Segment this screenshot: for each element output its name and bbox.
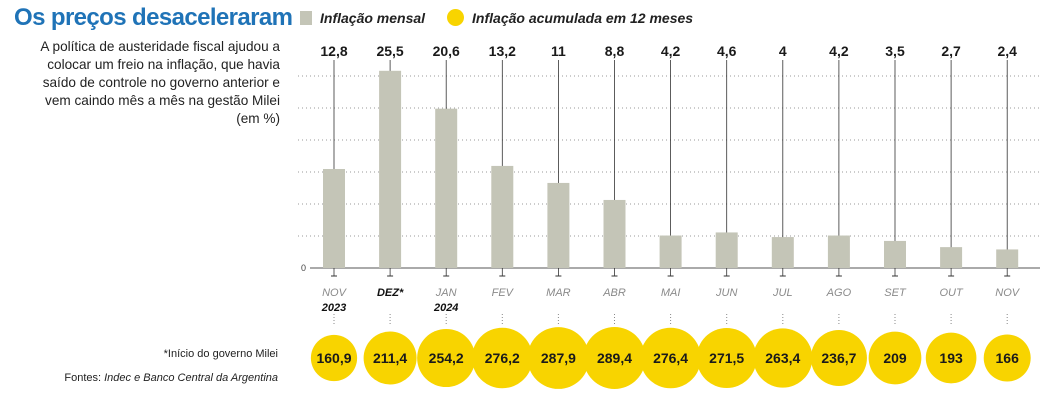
bubble-value-label: 236,7 [821,350,856,366]
legend-label-monthly: Inflação mensal [320,9,426,26]
source-prefix: Fontes: [64,372,105,384]
legend-swatch-bubble [447,9,465,26]
chart-title: Os preços desaceleraram [14,4,293,31]
legend-item-annual: Inflação acumulada em 12 meses [447,9,693,26]
month-label: NOV [322,287,348,299]
bar-value-label: 4,6 [717,43,737,59]
bar-monthly [884,240,906,268]
bubble-annual [696,327,757,389]
footnote: *Início do governo Milei [163,348,278,360]
bar-monthly [771,237,794,268]
chart-subtitle: A política de austeridade fiscal ajudou … [40,39,280,126]
bar-monthly [491,165,514,268]
bar-value-label: 2,7 [941,43,961,59]
bubble-value-label: 276,2 [485,350,520,366]
bubble-annual [417,328,476,388]
bar-value-label: 3,5 [885,43,905,59]
month-label: OUT [939,287,964,299]
bar-value-label: 12,8 [320,43,347,59]
month-label: AGO [826,287,852,299]
year-label: 2023 [321,302,346,314]
source-note: Fontes: Indec e Banco Central da Argenti… [64,372,278,384]
month-label: MAR [546,287,571,299]
bar-monthly [940,247,963,268]
bar-value-label: 4,2 [829,43,849,59]
bubble-value-label: 263,4 [765,350,800,366]
legend: Inflação mensal Inflação acumulada em 12… [300,9,715,26]
bubble-annual [472,327,533,389]
bubble-annual [363,331,417,385]
year-label: 2024 [433,302,458,314]
legend-item-monthly: Inflação mensal [300,10,425,26]
bubble-annual [310,334,358,382]
bubble-value-label: 193 [939,350,963,366]
bar-monthly [996,249,1019,268]
month-label: JAN [435,287,457,299]
bar-monthly [435,108,458,269]
bar-value-label: 13,2 [489,43,516,59]
bubble-annual [925,332,977,384]
bubble-value-label: 160,9 [316,350,351,366]
legend-swatch-bar [300,10,312,25]
bubble-annual [983,334,1031,382]
bar-value-label: 20,6 [433,43,460,59]
month-label: JUL [772,287,793,299]
bar-monthly [827,235,850,268]
bar-value-label: 4,2 [661,43,681,59]
month-label: DEZ* [377,287,404,299]
bar-monthly [547,182,570,268]
bubble-annual [583,327,646,389]
bar-value-label: 4 [779,43,787,59]
bar-monthly [379,70,402,268]
month-label: FEV [492,287,515,299]
bar-value-label: 11 [551,43,566,59]
bubble-value-label: 254,2 [429,350,464,366]
month-label: JUN [715,287,737,299]
bubble-value-label: 211,4 [373,350,407,366]
bubble-value-label: 276,4 [653,350,688,366]
bubble-value-label: 289,4 [597,350,632,366]
bubble-annual [753,328,813,388]
y-axis-zero-label: 0 [301,263,306,273]
legend-label-annual: Inflação acumulada em 12 meses [472,9,694,26]
bar-monthly [715,232,738,268]
bubble-value-label: 271,5 [709,350,744,366]
bubble-value-label: 209 [883,350,907,366]
bar-value-label: 25,5 [376,43,403,59]
bar-monthly [659,235,682,268]
bar-monthly [603,199,626,268]
month-label: SET [884,287,907,299]
bubble-annual [810,329,867,387]
bar-value-label: 2,4 [997,43,1017,59]
bubble-value-label: 166 [996,350,1020,366]
bubble-annual [640,327,701,389]
bubble-value-label: 287,9 [541,350,576,366]
bubble-annual [527,327,590,389]
month-label: MAI [661,287,681,299]
month-label: NOV [995,287,1021,299]
month-label: ABR [602,287,626,299]
bubble-annual [868,331,922,385]
bar-monthly [323,169,345,268]
bar-value-label: 8,8 [605,43,625,59]
source-text: Indec e Banco Central da Argentina [104,372,278,384]
